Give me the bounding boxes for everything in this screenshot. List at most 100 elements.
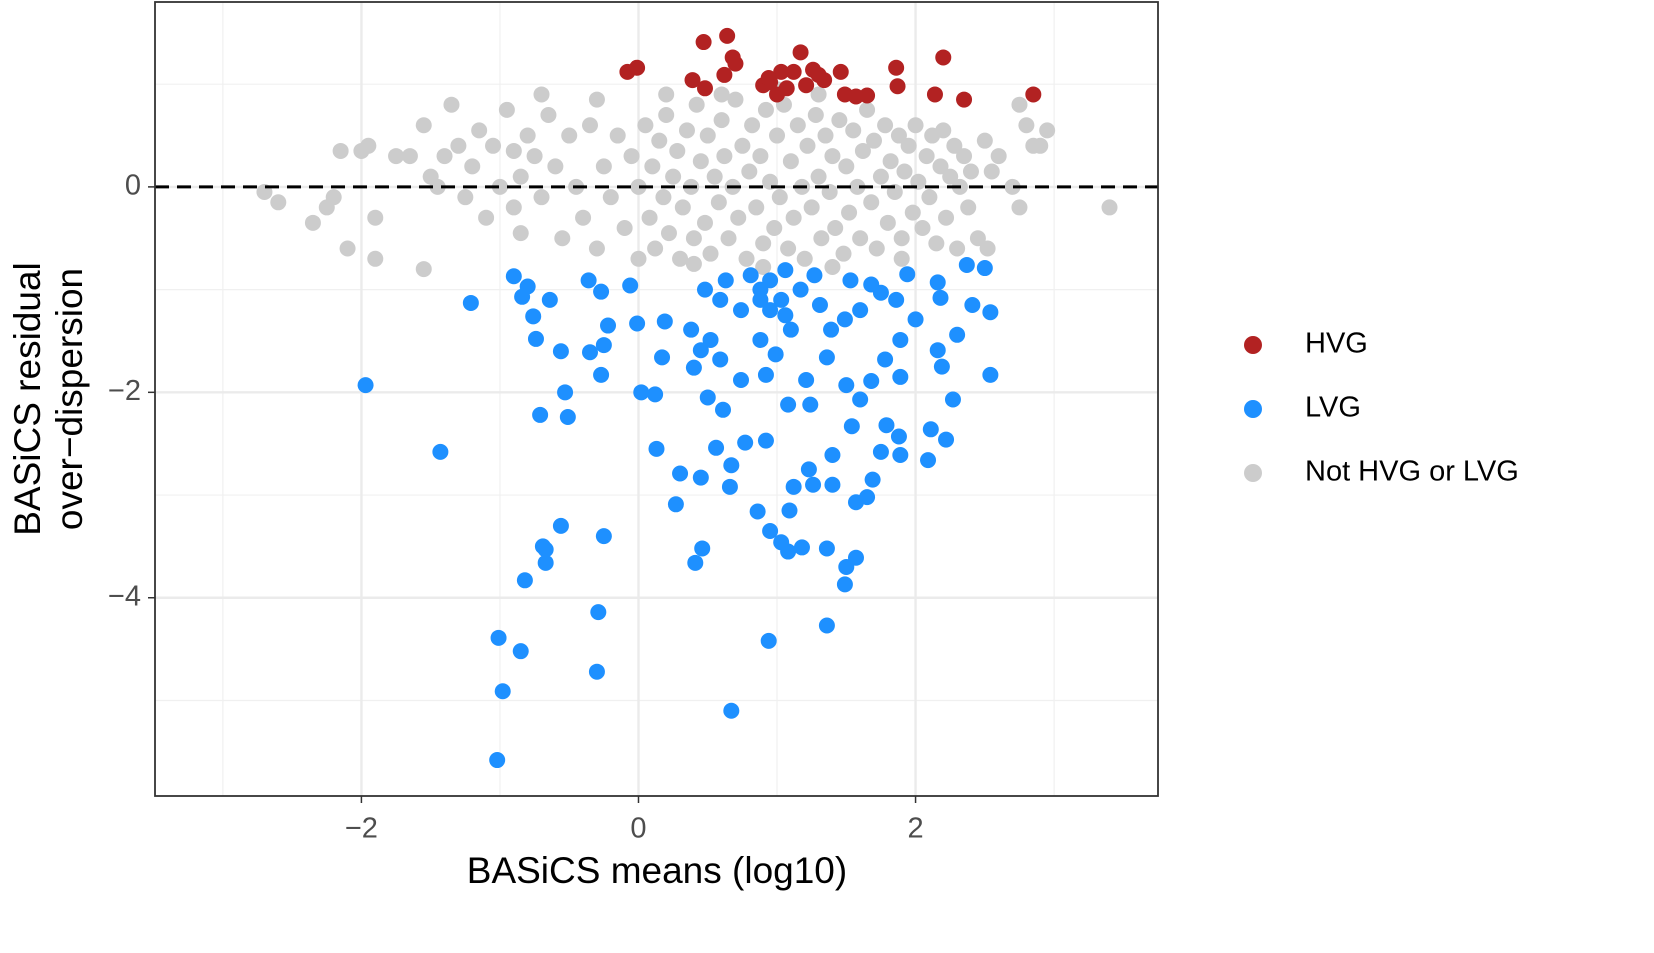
point	[907, 311, 924, 328]
point	[949, 240, 966, 257]
x-axis-title: BASiCS means (log10)	[467, 850, 847, 891]
legend-marker	[1244, 464, 1262, 482]
point	[932, 289, 949, 306]
series-points	[256, 81, 1118, 278]
series-points	[357, 256, 999, 769]
point	[958, 256, 975, 273]
point	[533, 189, 550, 206]
point	[773, 291, 790, 308]
point	[683, 321, 700, 338]
point	[800, 461, 817, 478]
point	[692, 342, 709, 359]
point	[738, 250, 755, 267]
point	[590, 604, 607, 621]
point	[752, 291, 769, 308]
point	[918, 148, 935, 165]
point	[557, 384, 574, 401]
point	[777, 307, 794, 324]
point	[505, 199, 522, 216]
point	[818, 617, 835, 634]
point	[949, 326, 966, 343]
point	[485, 137, 502, 154]
point	[678, 122, 695, 139]
point	[781, 502, 798, 519]
point	[637, 117, 654, 134]
point	[960, 199, 977, 216]
point	[532, 406, 549, 423]
point	[588, 663, 605, 680]
point	[802, 396, 819, 413]
point	[780, 543, 797, 560]
point	[792, 44, 809, 61]
point	[415, 117, 432, 134]
point	[866, 132, 883, 149]
point	[730, 209, 747, 226]
point	[685, 359, 702, 376]
point	[841, 204, 858, 221]
point	[982, 304, 999, 321]
point	[723, 457, 740, 474]
point	[713, 86, 730, 103]
point	[877, 351, 894, 368]
point	[733, 302, 750, 319]
point	[832, 63, 849, 80]
point	[727, 55, 744, 72]
point	[332, 142, 349, 159]
point	[741, 163, 758, 180]
point	[734, 137, 751, 154]
point	[836, 576, 853, 593]
point	[752, 148, 769, 165]
plot-border	[154, 1, 1159, 797]
point	[616, 219, 633, 236]
point	[651, 132, 668, 149]
point	[810, 168, 827, 185]
point	[593, 283, 610, 300]
point	[669, 142, 686, 159]
point	[892, 331, 909, 348]
point	[742, 267, 759, 284]
point	[926, 86, 943, 103]
legend-marker	[1244, 400, 1262, 418]
point	[388, 148, 405, 165]
point	[964, 297, 981, 314]
point	[899, 266, 916, 283]
point	[793, 539, 810, 556]
point	[888, 291, 905, 308]
point	[687, 554, 704, 571]
point	[519, 278, 536, 295]
point	[1011, 96, 1028, 113]
point	[914, 219, 931, 236]
point	[582, 344, 599, 361]
point	[450, 137, 467, 154]
point	[692, 469, 709, 486]
point	[457, 189, 474, 206]
point	[990, 148, 1007, 165]
x-tick-label: −2	[345, 813, 378, 845]
point	[547, 158, 564, 175]
point	[699, 127, 716, 144]
point	[401, 148, 418, 165]
point	[429, 178, 446, 195]
x-tick-label: 2	[907, 813, 923, 845]
point	[744, 117, 761, 134]
point	[824, 446, 841, 463]
y-axis-title: over−dispersion	[49, 268, 90, 530]
point	[780, 396, 797, 413]
point	[737, 434, 754, 451]
point	[838, 158, 855, 175]
point	[922, 421, 939, 438]
point	[609, 127, 626, 144]
point	[367, 209, 384, 226]
point	[780, 240, 797, 257]
point	[929, 342, 946, 359]
point	[831, 112, 848, 129]
point	[512, 643, 529, 660]
point	[782, 153, 799, 170]
point	[656, 313, 673, 330]
point	[1025, 86, 1042, 103]
point	[900, 137, 917, 154]
point	[629, 315, 646, 332]
point	[685, 230, 702, 247]
point	[443, 96, 460, 113]
point	[674, 199, 691, 216]
